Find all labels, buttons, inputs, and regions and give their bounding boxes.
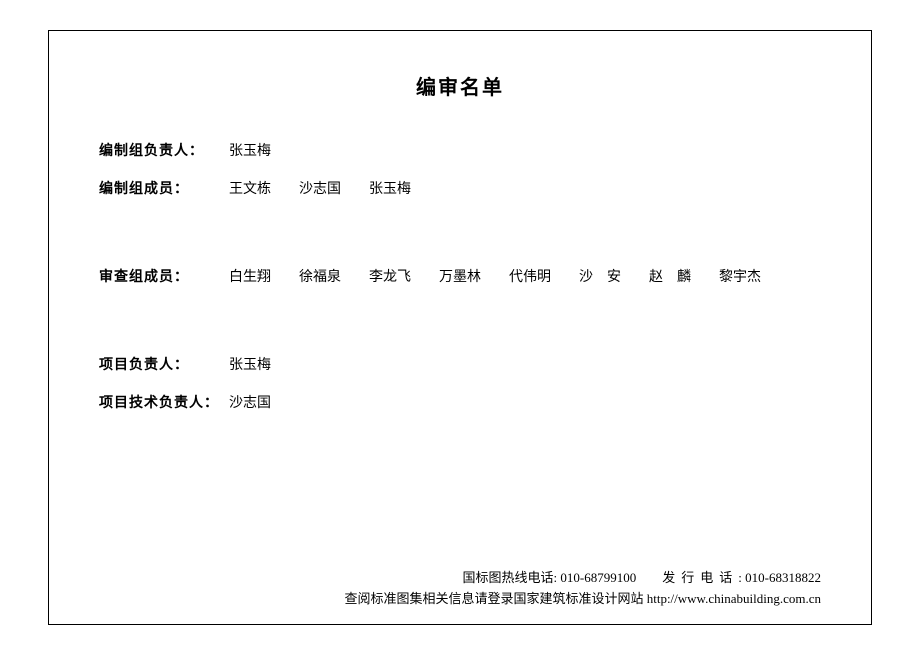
row-compiler-members: 编制组成员： 王文栋 沙志国 张玉梅 [99, 178, 821, 198]
section-gap [99, 216, 821, 266]
person-name: 沙 安 [579, 266, 621, 286]
person-name: 张玉梅 [369, 178, 411, 198]
values-compiler-lead: 张玉梅 [229, 140, 271, 160]
dist-label: 发行电话 [662, 570, 738, 585]
footer-phones: 国标图热线电话: 010-68799100 发行电话: 010-68318822 [344, 568, 821, 589]
person-name: 张玉梅 [229, 354, 271, 374]
person-name: 赵 麟 [649, 266, 691, 286]
document-border: 编审名单 编制组负责人： 张玉梅 编制组成员： 王文栋 沙志国 张玉梅 审查组成… [48, 30, 872, 625]
values-review-members: 白生翔 徐福泉 李龙飞 万墨林 代伟明 沙 安 赵 麟 黎宇杰 [229, 266, 761, 286]
label-compiler-lead: 编制组负责人： [99, 140, 229, 160]
label-project-tech-lead: 项目技术负责人： [99, 392, 229, 412]
row-project-lead: 项目负责人： 张玉梅 [99, 354, 821, 374]
dist-sep: : [738, 570, 742, 585]
row-review-members: 审查组成员： 白生翔 徐福泉 李龙飞 万墨林 代伟明 沙 安 赵 麟 黎宇杰 [99, 266, 821, 286]
person-name: 张玉梅 [229, 140, 271, 160]
dist-number: 010-68318822 [745, 570, 821, 585]
footer-note: 查阅标准图集相关信息请登录国家建筑标准设计网站 http://www.china… [344, 589, 821, 610]
page-title: 编审名单 [99, 71, 821, 100]
person-name: 徐福泉 [299, 266, 341, 286]
person-name: 沙志国 [299, 178, 341, 198]
person-name: 王文栋 [229, 178, 271, 198]
values-project-tech-lead: 沙志国 [229, 392, 271, 412]
label-project-lead: 项目负责人： [99, 354, 229, 374]
values-compiler-members: 王文栋 沙志国 张玉梅 [229, 178, 411, 198]
footer: 国标图热线电话: 010-68799100 发行电话: 010-68318822… [344, 568, 821, 610]
person-name: 李龙飞 [369, 266, 411, 286]
values-project-lead: 张玉梅 [229, 354, 271, 374]
label-review-members: 审查组成员： [99, 266, 229, 286]
person-name: 代伟明 [509, 266, 551, 286]
label-compiler-members: 编制组成员： [99, 178, 229, 198]
person-name: 白生翔 [229, 266, 271, 286]
person-name: 万墨林 [439, 266, 481, 286]
person-name: 沙志国 [229, 392, 271, 412]
row-compiler-lead: 编制组负责人： 张玉梅 [99, 140, 821, 160]
hotline-label: 国标图热线电话: [463, 570, 558, 585]
row-project-tech-lead: 项目技术负责人： 沙志国 [99, 392, 821, 412]
hotline-number: 010-68799100 [560, 570, 636, 585]
section-gap [99, 304, 821, 354]
person-name: 黎宇杰 [719, 266, 761, 286]
